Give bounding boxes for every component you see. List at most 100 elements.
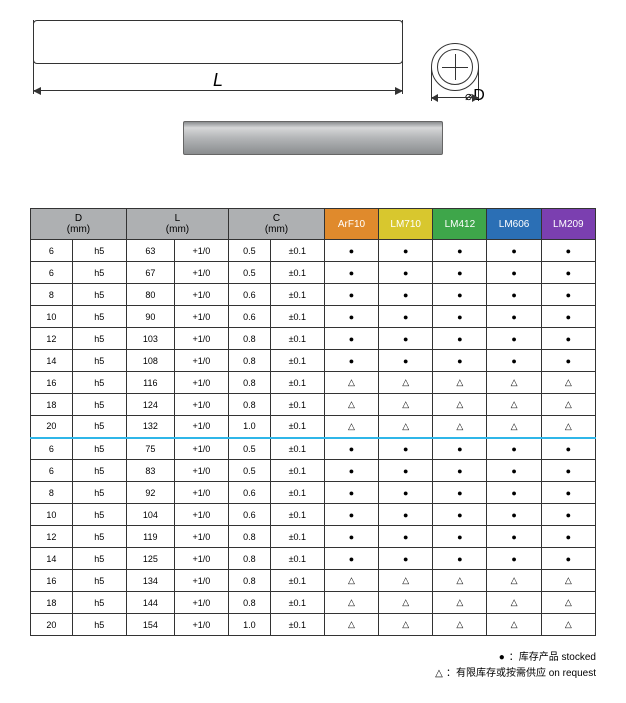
table-cell: +1/0 xyxy=(174,614,228,636)
availability-cell: ● xyxy=(379,350,433,372)
table-cell: 6 xyxy=(31,460,73,482)
col-header-C-unit: (mm) xyxy=(231,224,322,235)
availability-cell: △ xyxy=(379,416,433,438)
table-cell: 0.8 xyxy=(229,548,271,570)
table-cell: 16 xyxy=(31,372,73,394)
table-cell: 14 xyxy=(31,350,73,372)
availability-cell: ● xyxy=(433,328,487,350)
availability-cell: ● xyxy=(324,262,378,284)
table-cell: 0.8 xyxy=(229,526,271,548)
table-row: 16h5134+1/00.8±0.1△△△△△ xyxy=(31,570,596,592)
availability-cell: ● xyxy=(487,284,541,306)
table-cell: h5 xyxy=(72,548,126,570)
table-cell: 6 xyxy=(31,262,73,284)
availability-cell: ● xyxy=(487,460,541,482)
availability-cell: ● xyxy=(324,350,378,372)
table-cell: h5 xyxy=(72,438,126,460)
availability-cell: ● xyxy=(541,350,595,372)
table-cell: ±0.1 xyxy=(270,526,324,548)
availability-cell: △ xyxy=(541,614,595,636)
availability-cell: △ xyxy=(487,570,541,592)
table-cell: +1/0 xyxy=(174,394,228,416)
table-cell: ±0.1 xyxy=(270,504,324,526)
table-cell: +1/0 xyxy=(174,328,228,350)
availability-cell: △ xyxy=(487,372,541,394)
legend-request-text: ：有限库存或按需供应 on request xyxy=(446,668,596,679)
availability-cell: ● xyxy=(541,284,595,306)
table-cell: 0.8 xyxy=(229,592,271,614)
length-dimension-label: L xyxy=(33,70,403,91)
col-header-material: LM710 xyxy=(379,209,433,240)
table-cell: 14 xyxy=(31,548,73,570)
table-cell: h5 xyxy=(72,306,126,328)
availability-cell: ● xyxy=(541,262,595,284)
table-cell: 0.5 xyxy=(229,262,271,284)
availability-cell: ● xyxy=(324,240,378,262)
availability-cell: △ xyxy=(487,416,541,438)
availability-cell: ● xyxy=(324,284,378,306)
col-header-L-unit: (mm) xyxy=(129,224,226,235)
table-cell: 108 xyxy=(126,350,174,372)
availability-cell: △ xyxy=(541,592,595,614)
table-cell: 6 xyxy=(31,240,73,262)
table-cell: 125 xyxy=(126,548,174,570)
availability-cell: ● xyxy=(324,548,378,570)
availability-cell: ● xyxy=(433,482,487,504)
table-cell: ±0.1 xyxy=(270,240,324,262)
table-cell: 8 xyxy=(31,482,73,504)
table-cell: +1/0 xyxy=(174,372,228,394)
table-row: 18h5124+1/00.8±0.1△△△△△ xyxy=(31,394,596,416)
availability-cell: △ xyxy=(324,592,378,614)
rod-end-circle xyxy=(431,43,479,91)
rod-render-row xyxy=(33,121,593,158)
table-cell: 1.0 xyxy=(229,614,271,636)
table-cell: 6 xyxy=(31,438,73,460)
table-cell: 67 xyxy=(126,262,174,284)
availability-cell: ● xyxy=(541,306,595,328)
table-cell: 0.8 xyxy=(229,328,271,350)
table-row: 18h5144+1/00.8±0.1△△△△△ xyxy=(31,592,596,614)
table-cell: ±0.1 xyxy=(270,394,324,416)
availability-cell: △ xyxy=(487,614,541,636)
table-cell: ±0.1 xyxy=(270,592,324,614)
table-cell: ±0.1 xyxy=(270,284,324,306)
availability-cell: ● xyxy=(487,328,541,350)
availability-cell: ● xyxy=(541,328,595,350)
col-header-C-label: C xyxy=(231,213,322,224)
table-cell: 103 xyxy=(126,328,174,350)
table-cell: h5 xyxy=(72,350,126,372)
table-cell: h5 xyxy=(72,394,126,416)
availability-cell: ● xyxy=(541,438,595,460)
availability-cell: ● xyxy=(379,240,433,262)
availability-cell: ● xyxy=(324,526,378,548)
table-row: 6h567+1/00.5±0.1●●●●● xyxy=(31,262,596,284)
availability-cell: ● xyxy=(433,350,487,372)
availability-cell: △ xyxy=(379,570,433,592)
col-header-D: D (mm) xyxy=(31,209,127,240)
table-cell: h5 xyxy=(72,570,126,592)
legend: ●：库存产品 stocked △：有限库存或按需供应 on request xyxy=(30,650,596,682)
table-cell: ±0.1 xyxy=(270,328,324,350)
table-cell: 20 xyxy=(31,416,73,438)
table-cell: h5 xyxy=(72,416,126,438)
table-cell: +1/0 xyxy=(174,438,228,460)
table-cell: ±0.1 xyxy=(270,570,324,592)
availability-cell: ● xyxy=(541,460,595,482)
availability-cell: △ xyxy=(541,372,595,394)
availability-cell: ● xyxy=(433,526,487,548)
table-cell: 104 xyxy=(126,504,174,526)
availability-cell: ● xyxy=(379,328,433,350)
table-cell: ±0.1 xyxy=(270,306,324,328)
table-cell: 18 xyxy=(31,394,73,416)
availability-cell: △ xyxy=(433,416,487,438)
legend-request-mark: △ xyxy=(432,666,446,682)
rod-3d-render xyxy=(183,121,443,155)
table-cell: +1/0 xyxy=(174,416,228,438)
availability-cell: ● xyxy=(379,460,433,482)
table-cell: ±0.1 xyxy=(270,372,324,394)
availability-cell: ● xyxy=(487,350,541,372)
availability-cell: △ xyxy=(324,570,378,592)
table-cell: 0.5 xyxy=(229,240,271,262)
availability-cell: △ xyxy=(324,416,378,438)
availability-cell: ● xyxy=(541,504,595,526)
